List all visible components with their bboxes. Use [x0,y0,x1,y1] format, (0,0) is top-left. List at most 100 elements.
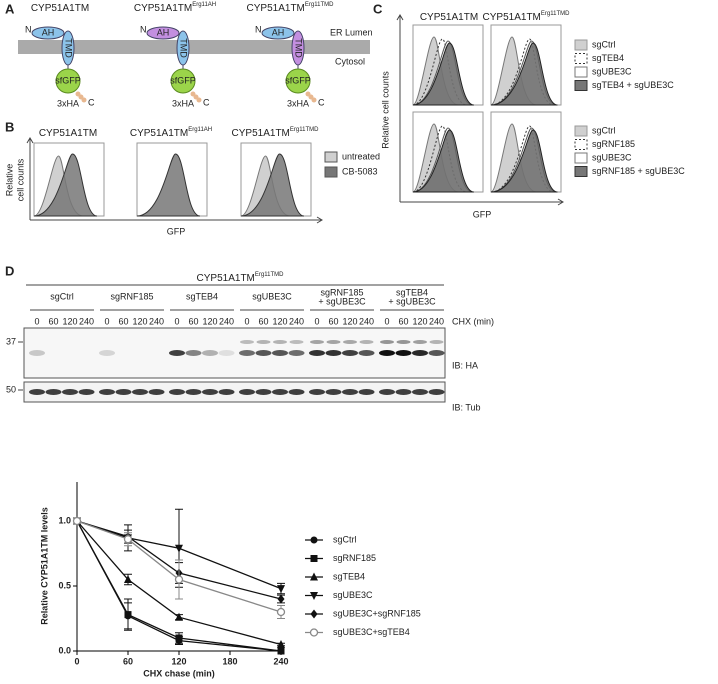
legend-marker [309,628,319,637]
y-axis-label: Relative cell counts [380,71,390,149]
band [288,350,305,356]
blot-ha [23,327,446,379]
y-axis-label: Relative CYP51A1TM levels [39,507,49,625]
legend-swatch [574,53,588,64]
band [325,389,342,395]
data-point [175,544,183,553]
construct-title-base: CYP51A1TM [130,128,188,139]
timepoint: 60 [118,316,128,326]
band [99,350,115,356]
timepoint: 60 [398,316,408,326]
band [272,389,288,395]
blot-title: CYP51A1TMErg11TMD [197,272,285,284]
legend-swatch [574,66,588,78]
band [358,350,375,356]
tmd-label: TMD [179,38,189,58]
construct-title-sup: Erg11TMD [541,11,570,17]
legend-label: sgCtrl [592,39,616,49]
legend-swatch [574,152,588,164]
band [202,350,218,356]
x-axis-label: GFP [167,226,186,236]
band [273,340,287,344]
band [78,389,95,395]
y-tick-label: 1.0 [58,515,71,525]
arrow [26,137,34,144]
construct-title-base: CYP51A1TM [420,12,478,23]
construct-title-sup: Erg11TMD [290,127,319,133]
gfp-label: sfGFP [285,75,311,85]
lumen-label: ER Lumen [330,27,373,37]
data-point [175,612,183,621]
panel-letter: B [5,119,14,134]
x-tick-label: 60 [123,656,133,666]
ah-helix [31,26,65,40]
legend-marker [310,592,318,600]
band [99,389,115,395]
timepoint: 60 [188,316,198,326]
legend-label: sgUBE3C+sgTEB4 [333,627,410,637]
series-line [76,520,282,600]
legend-label: sgCtrl [333,534,357,544]
histogram [490,42,558,106]
data-point [72,516,82,526]
x-tick-label: 120 [171,656,186,666]
arrow [557,198,564,206]
construct-title-base: CYP51A1TM [134,3,192,14]
timepoint: 240 [289,316,304,326]
ha-label: 3xHA [172,98,194,108]
legend-label: sgRNF185 [592,139,635,149]
construct-title: CYP51A1TM [420,12,478,23]
legend-swatch [574,39,588,51]
band [395,389,412,395]
data-point [174,575,184,584]
legend-label: sgTEB4 + sgUBE3C [592,80,674,90]
construct-title: CYP51A1TMErg11AH [130,127,212,139]
band [309,389,325,395]
construct-title-sup: Erg11TMD [305,2,334,8]
data-point [175,634,183,642]
legend-label: sgCtrl [592,125,616,135]
band [256,340,271,344]
group-label: sgTEB4 [186,291,218,301]
tmd-label: TMD [64,38,74,58]
band [309,350,325,356]
construct-title-sup: Erg11AH [192,2,216,8]
band [412,389,428,395]
band [396,340,411,344]
band [185,389,202,395]
histogram [412,42,475,106]
construct-title-base: CYP51A1TM [232,128,290,139]
gfp [170,68,196,94]
timepoint: 0 [384,316,389,326]
timepoint: 120 [342,316,357,326]
band [239,350,255,356]
group-label: sgTEB4 [396,287,428,297]
group-label: sgCtrl [50,291,74,301]
histogram [412,125,468,193]
legend-label: sgTEB4 [592,53,624,63]
band [326,340,341,344]
data-point [277,594,285,604]
y-tick-label: 0.5 [58,580,71,590]
legend-swatch [574,125,588,137]
timepoint: 0 [104,316,109,326]
timepoint: 60 [258,316,268,326]
ha-tag [196,97,202,103]
ib-label: IB: Tub [452,402,481,412]
series-line [76,520,282,652]
band [359,340,374,344]
band [428,350,445,356]
legend-label: sgRNF185 + sgUBE3C [592,166,685,176]
ha-label: 3xHA [57,98,79,108]
timepoint: 0 [34,316,39,326]
band [379,389,395,395]
band [272,350,288,356]
gfp-label: sfGFP [170,75,196,85]
data-point [124,575,132,583]
panel-letter: D [5,263,14,278]
y-axis-label: Relative [4,164,14,197]
panel-letter: A [5,1,15,16]
n-terminus: N [25,24,32,34]
band [239,389,255,395]
